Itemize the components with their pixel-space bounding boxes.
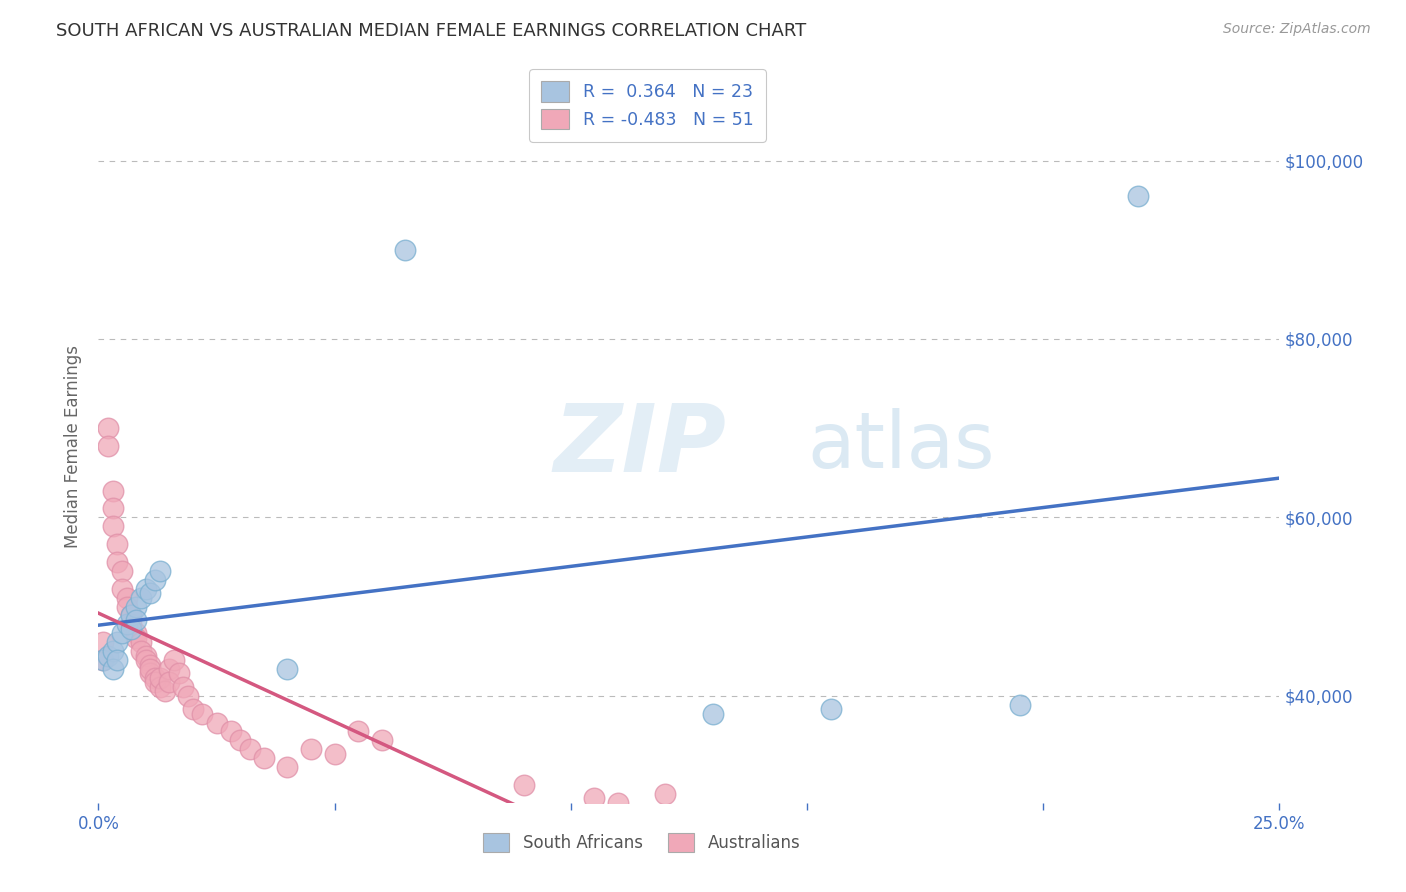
Point: [105, 653, 128, 667]
Point: [125, 631, 148, 645]
Point: [139, 666, 162, 681]
Point: [163, 653, 186, 667]
Point: [121, 608, 143, 623]
Point: [115, 617, 138, 632]
Point: [205, 715, 228, 730]
Point: [253, 751, 276, 765]
Point: [167, 666, 190, 681]
Point: [97, 648, 120, 663]
Point: [512, 778, 534, 792]
Point: [654, 787, 676, 801]
Point: [111, 582, 134, 596]
Point: [125, 599, 148, 614]
Point: [129, 644, 152, 658]
Point: [143, 671, 166, 685]
Point: [172, 680, 194, 694]
Point: [135, 653, 157, 667]
Point: [820, 702, 842, 716]
Point: [219, 724, 242, 739]
Point: [191, 706, 214, 721]
Point: [276, 662, 298, 676]
Point: [153, 684, 176, 698]
Point: [347, 724, 370, 739]
Point: [239, 742, 262, 756]
Point: [91, 653, 114, 667]
Point: [115, 591, 138, 605]
Point: [143, 573, 166, 587]
Point: [157, 675, 180, 690]
Point: [101, 519, 124, 533]
Point: [97, 439, 120, 453]
Point: [97, 421, 120, 435]
Text: SOUTH AFRICAN VS AUSTRALIAN MEDIAN FEMALE EARNINGS CORRELATION CHART: SOUTH AFRICAN VS AUSTRALIAN MEDIAN FEMAL…: [56, 22, 807, 40]
Point: [91, 635, 114, 649]
Point: [157, 662, 180, 676]
Point: [149, 564, 172, 578]
Point: [129, 635, 152, 649]
Point: [177, 689, 200, 703]
Point: [125, 626, 148, 640]
Point: [101, 483, 124, 498]
Point: [139, 657, 162, 672]
Point: [229, 733, 252, 747]
Point: [149, 671, 172, 685]
Point: [125, 613, 148, 627]
Point: [105, 635, 128, 649]
Point: [702, 706, 724, 721]
Point: [105, 537, 128, 551]
Point: [91, 653, 114, 667]
Point: [143, 675, 166, 690]
Text: ZIP: ZIP: [553, 400, 725, 492]
Point: [135, 648, 157, 663]
Point: [371, 733, 394, 747]
Point: [101, 644, 124, 658]
Text: Source: ZipAtlas.com: Source: ZipAtlas.com: [1223, 22, 1371, 37]
Point: [135, 582, 157, 596]
Point: [139, 586, 162, 600]
Point: [101, 501, 124, 516]
Point: [299, 742, 322, 756]
Point: [111, 564, 134, 578]
Point: [394, 243, 416, 257]
Point: [139, 662, 162, 676]
Point: [111, 626, 134, 640]
Point: [121, 608, 143, 623]
Point: [121, 622, 143, 636]
Point: [607, 796, 630, 810]
Point: [276, 760, 298, 774]
Y-axis label: Median Female Earnings: Median Female Earnings: [65, 344, 83, 548]
Point: [1008, 698, 1031, 712]
Point: [105, 555, 128, 569]
Legend: South Africans, Australians: South Africans, Australians: [477, 826, 807, 859]
Text: atlas: atlas: [807, 408, 994, 484]
Point: [121, 617, 143, 632]
Point: [181, 702, 204, 716]
Point: [115, 599, 138, 614]
Point: [323, 747, 346, 761]
Point: [129, 591, 152, 605]
Point: [1126, 189, 1149, 203]
Point: [101, 662, 124, 676]
Point: [583, 791, 606, 805]
Point: [149, 680, 172, 694]
